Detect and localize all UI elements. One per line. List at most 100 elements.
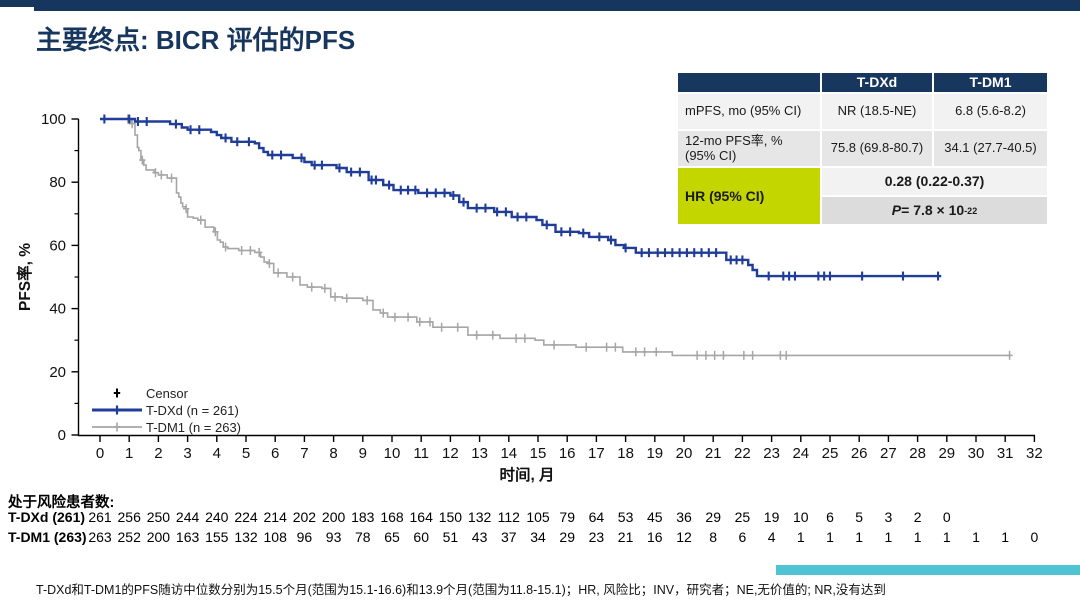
svg-text:6: 6 (271, 445, 279, 462)
svg-text:16: 16 (647, 529, 663, 545)
svg-text:79: 79 (559, 509, 575, 525)
svg-text:25: 25 (822, 445, 839, 462)
svg-text:1: 1 (972, 529, 980, 545)
svg-text:64: 64 (589, 509, 605, 525)
svg-text:250: 250 (147, 509, 171, 525)
svg-text:244: 244 (176, 509, 200, 525)
stats-row-p-value: P = 7.8 × 10 -22 (822, 197, 1047, 224)
svg-text:T-DXd (n = 261): T-DXd (n = 261) (146, 403, 239, 418)
svg-text:10: 10 (384, 445, 401, 462)
svg-text:112: 112 (498, 509, 521, 525)
svg-text:25: 25 (735, 509, 751, 525)
svg-text:53: 53 (618, 509, 634, 525)
svg-text:9: 9 (359, 445, 367, 462)
svg-text:21: 21 (705, 445, 722, 462)
stats-row-12mo-label: 12-mo PFS率, % (95% CI) (678, 131, 820, 166)
svg-text:36: 36 (676, 509, 692, 525)
svg-text:65: 65 (384, 529, 400, 545)
svg-text:0: 0 (1031, 529, 1039, 545)
svg-text:168: 168 (380, 509, 404, 525)
svg-text:11: 11 (413, 445, 429, 462)
svg-text:4: 4 (768, 529, 776, 545)
svg-text:2: 2 (914, 509, 922, 525)
svg-text:0: 0 (96, 445, 104, 462)
svg-text:60: 60 (49, 237, 66, 254)
svg-text:13: 13 (471, 445, 488, 462)
svg-text:96: 96 (297, 529, 313, 545)
svg-text:26: 26 (851, 445, 868, 462)
svg-text:24: 24 (792, 445, 809, 462)
svg-text:3: 3 (885, 509, 893, 525)
svg-text:8: 8 (709, 529, 717, 545)
svg-text:T-DM1 (n = 263): T-DM1 (n = 263) (146, 420, 241, 435)
svg-text:1: 1 (826, 529, 834, 545)
svg-text:261: 261 (88, 509, 112, 525)
svg-text:21: 21 (618, 529, 634, 545)
svg-text:31: 31 (997, 445, 1014, 462)
svg-text:16: 16 (559, 445, 576, 462)
svg-text:29: 29 (705, 509, 721, 525)
footnote: T-DXd和T-DM1的PFS随访中位数分别为15.5个月(范围为15.1-16… (36, 583, 886, 597)
svg-text:30: 30 (968, 445, 985, 462)
svg-text:处于风险患者数:: 处于风险患者数: (7, 493, 114, 511)
svg-text:3: 3 (183, 445, 191, 462)
tdm1-curve (100, 114, 1013, 360)
svg-text:8: 8 (329, 445, 337, 462)
svg-text:1: 1 (797, 529, 805, 545)
svg-text:240: 240 (205, 509, 229, 525)
svg-text:80: 80 (49, 174, 66, 191)
svg-text:105: 105 (526, 509, 550, 525)
svg-text:93: 93 (326, 529, 342, 545)
header-bar (0, 0, 1080, 11)
svg-text:1: 1 (1001, 529, 1009, 545)
axes (71, 118, 1036, 442)
stats-row-12mo-tdm1: 34.1 (27.7-40.5) (934, 131, 1047, 166)
stats-row-mpfs-label: mPFS, mo (95% CI) (678, 94, 820, 129)
svg-text:17: 17 (588, 445, 605, 462)
svg-text:163: 163 (176, 529, 200, 545)
svg-text:108: 108 (264, 529, 288, 545)
km-chart-area: 0 20 40 60 80 100 0 1 2 3 4 5 6 7 8 9 10 11 12 13 14 15 16 17 18… (0, 95, 1080, 555)
svg-text:23: 23 (589, 529, 605, 545)
svg-text:132: 132 (234, 529, 258, 545)
svg-text:40: 40 (49, 301, 66, 318)
risk-table: 处于风险患者数:T-DXd (261) 261 256 250 244 240 224 214… (7, 493, 1039, 545)
stats-row-mpfs-tdm1: 6.8 (5.6-8.2) (934, 94, 1047, 129)
svg-text:51: 51 (443, 529, 459, 545)
p-value-rest: = 7.8 × 10 (901, 202, 965, 219)
stats-table-header-tdm1: T-DM1 (934, 73, 1047, 92)
svg-text:183: 183 (351, 509, 375, 525)
svg-text:6: 6 (739, 529, 747, 545)
page-title: 主要终点: BICR 评估的PFS (36, 25, 356, 55)
svg-text:4: 4 (213, 445, 221, 462)
svg-text:10: 10 (793, 509, 809, 525)
svg-text:22: 22 (734, 445, 751, 462)
svg-text:12: 12 (442, 445, 459, 462)
svg-text:155: 155 (205, 529, 229, 545)
svg-text:7: 7 (300, 445, 308, 462)
svg-text:263: 263 (88, 529, 112, 545)
svg-text:14: 14 (500, 445, 517, 462)
svg-text:1: 1 (943, 529, 951, 545)
stats-table: T-DXd T-DM1 mPFS, mo (95% CI) NR (18.5-N… (678, 73, 1047, 224)
stats-row-hr-value: 0.28 (0.22-0.37) (822, 168, 1047, 195)
svg-text:252: 252 (118, 529, 142, 545)
svg-text:1: 1 (885, 529, 893, 545)
svg-text:15: 15 (530, 445, 547, 462)
header-bar-notch (0, 7, 34, 11)
svg-text:1: 1 (855, 529, 863, 545)
svg-text:78: 78 (355, 529, 371, 545)
stats-table-header-tdxd: T-DXd (822, 73, 932, 92)
svg-text:29: 29 (938, 445, 955, 462)
svg-text:1: 1 (125, 445, 133, 462)
svg-text:20: 20 (676, 445, 693, 462)
stats-table-corner-cell (678, 73, 820, 92)
svg-text:5: 5 (242, 445, 250, 462)
svg-text:0: 0 (943, 509, 951, 525)
svg-text:37: 37 (501, 529, 517, 545)
svg-text:202: 202 (293, 509, 317, 525)
svg-text:5: 5 (855, 509, 863, 525)
tdxd-curve (100, 114, 942, 281)
